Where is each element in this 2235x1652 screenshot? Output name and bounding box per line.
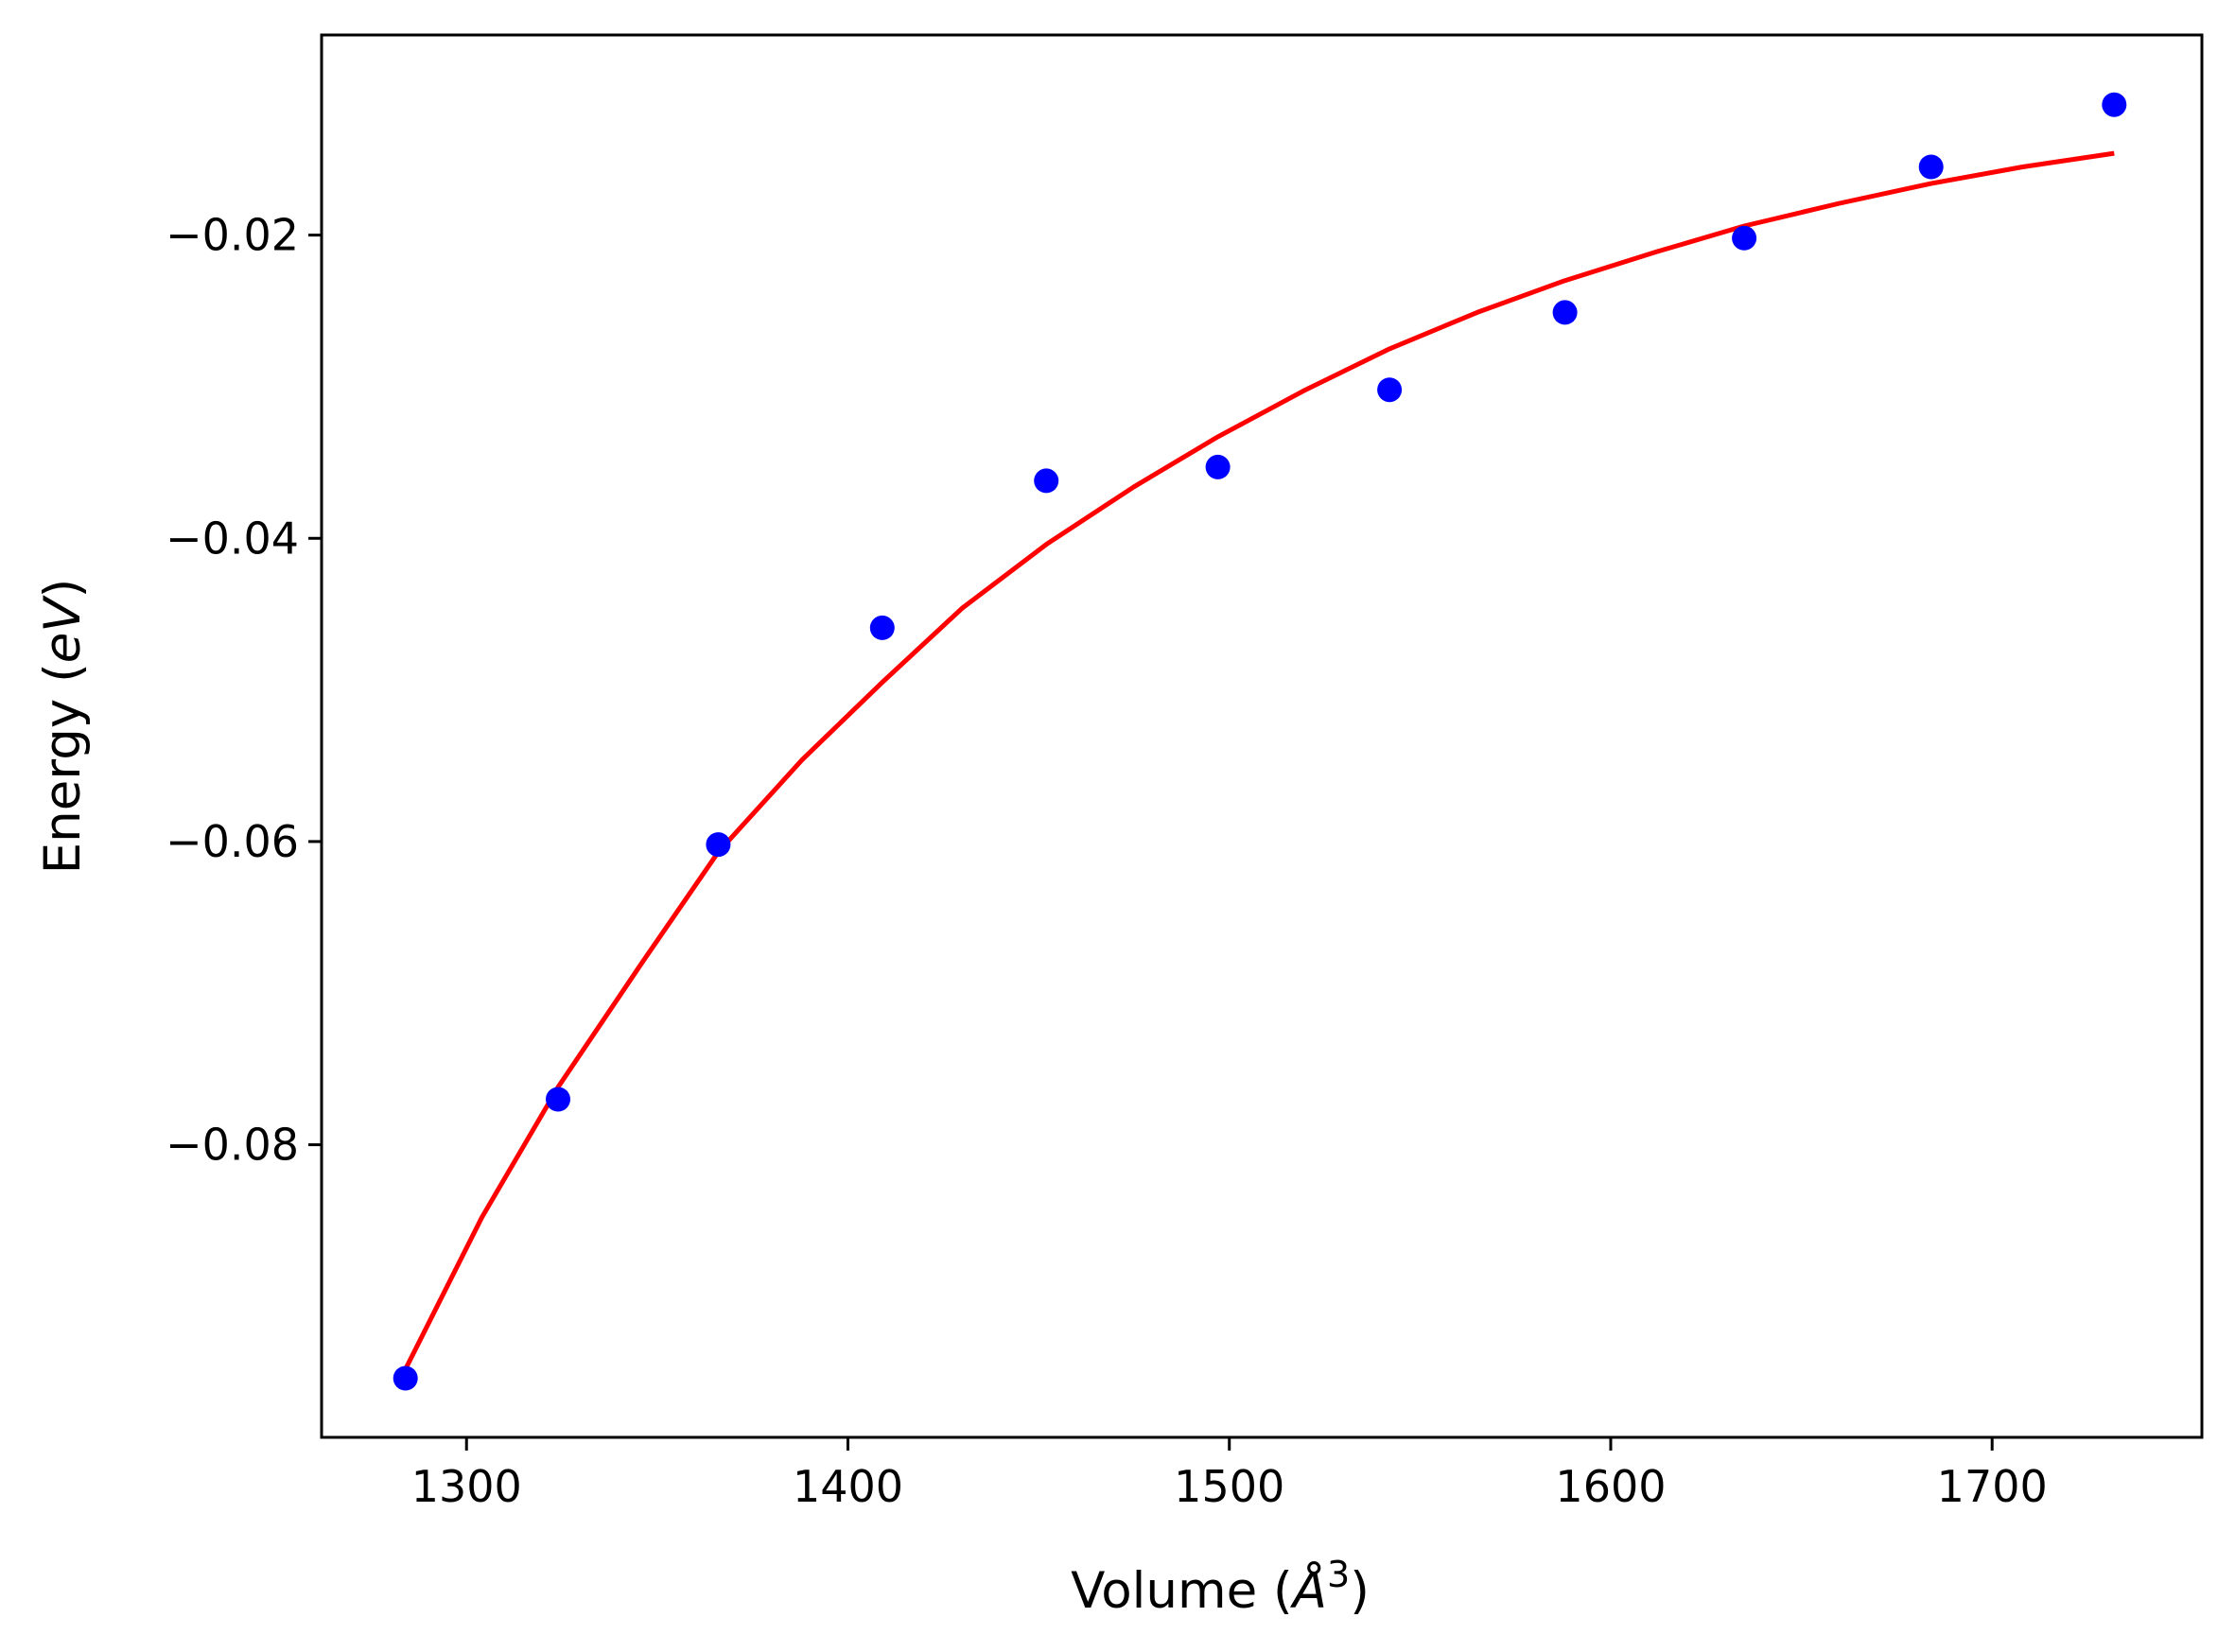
x-tick-label: 1600: [1555, 1461, 1666, 1512]
y-tick-label: −0.04: [166, 513, 299, 564]
y-tick-label: −0.02: [166, 210, 299, 261]
fit-curve: [403, 150, 2115, 1371]
x-tick-label: 1700: [1937, 1461, 2048, 1512]
data-point: [546, 1087, 570, 1112]
data-point: [1205, 454, 1231, 479]
y-tick-label: −0.06: [166, 816, 299, 867]
x-tick-label: 1400: [793, 1461, 903, 1512]
y-axis-label: Energy (eV): [34, 579, 92, 875]
data-point: [1918, 154, 1944, 180]
y-tick-label: −0.08: [166, 1120, 299, 1171]
data-point: [706, 832, 731, 858]
data-points-layer: [393, 92, 2127, 1391]
data-point: [393, 1365, 418, 1391]
data-point: [1377, 377, 1403, 403]
fit-curve-layer: [403, 150, 2115, 1371]
x-axis-ticks: 1300 1400 1500 1600 1700: [411, 1437, 2048, 1512]
data-point: [2102, 92, 2127, 117]
data-point: [1034, 468, 1059, 494]
plot-frame: [320, 33, 2204, 1439]
y-axis-ticks: −0.02 −0.04 −0.06 −0.08: [166, 210, 322, 1171]
data-point: [1552, 300, 1578, 325]
x-tick-label: 1500: [1174, 1461, 1284, 1512]
data-point: [869, 615, 895, 640]
x-axis-label: Volume (Å3): [1071, 1554, 1370, 1620]
x-tick-label: 1300: [411, 1461, 522, 1512]
data-point: [1732, 225, 1757, 251]
